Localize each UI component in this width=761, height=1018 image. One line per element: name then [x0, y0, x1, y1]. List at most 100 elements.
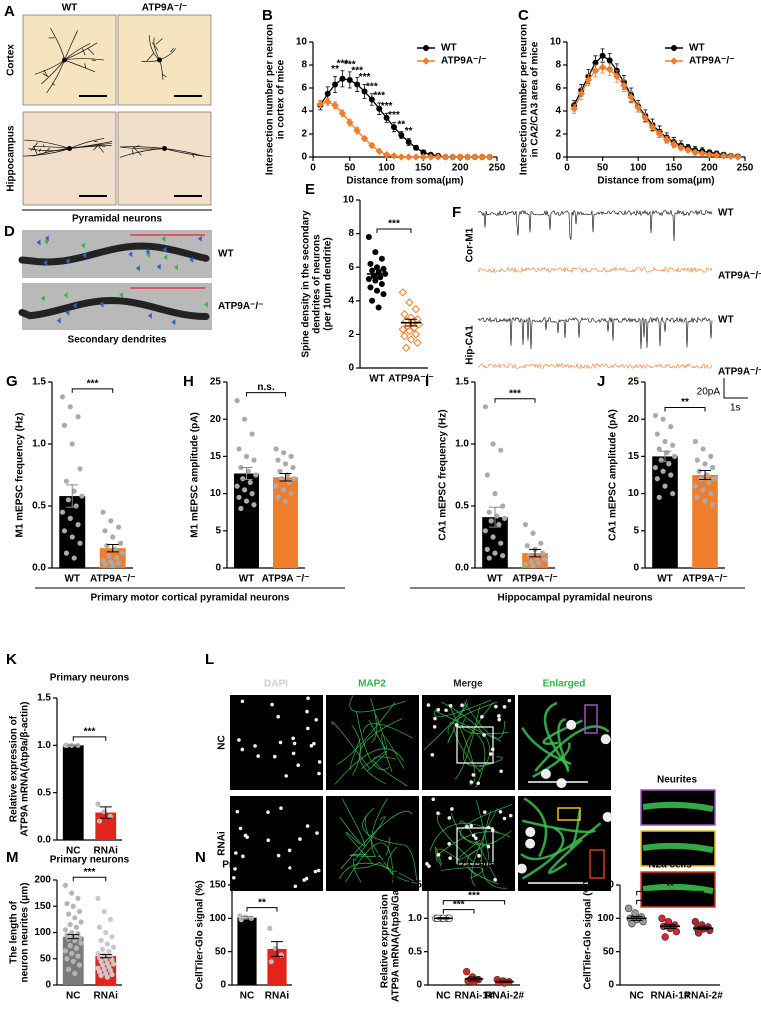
data-point [110, 961, 117, 967]
marker [323, 97, 332, 106]
nucleus [256, 754, 260, 758]
y-tick-label: 1.0 [408, 913, 422, 924]
data-point [656, 494, 662, 500]
nucleus [436, 852, 441, 857]
marker [345, 118, 354, 127]
neurite [403, 844, 418, 881]
nucleus [482, 810, 487, 814]
nucleus [477, 854, 481, 858]
marker [419, 153, 428, 161]
marker [378, 281, 385, 287]
data-point [670, 442, 676, 448]
nucleus [431, 797, 436, 802]
marker [361, 88, 368, 95]
data-point [96, 818, 103, 824]
y-axis-label: Relative expression of [380, 881, 391, 988]
neurite [362, 723, 413, 739]
nucleus [469, 824, 474, 828]
x-tick-label: 150 [415, 163, 432, 174]
data-point [542, 556, 548, 562]
nucleus [497, 714, 501, 718]
marker [378, 255, 385, 262]
data-point [639, 917, 647, 926]
neurite [543, 701, 570, 770]
micrograph [22, 283, 212, 330]
y-axis-label: ATP9A mRNA(Atp9a/β-actin) [20, 702, 31, 837]
data-point [69, 929, 75, 936]
marker [376, 105, 383, 112]
x-tick-label: 0 [564, 163, 570, 174]
data-point [63, 550, 70, 556]
y-axis-label: Intersection number per neuron [265, 24, 276, 175]
nucleus [272, 754, 277, 759]
trace-label: WT [718, 208, 734, 219]
panel-letter: O [375, 849, 387, 866]
data-point [243, 453, 250, 459]
marker [367, 284, 374, 291]
panel-letter: N [195, 849, 206, 866]
annotation: *** [366, 81, 378, 92]
spine-arrow [43, 259, 48, 266]
marker [726, 152, 735, 161]
data-point [117, 540, 124, 546]
spine-arrow [36, 239, 41, 246]
spine-arrow [128, 251, 133, 258]
nucleus [444, 708, 448, 713]
data-point [103, 929, 109, 936]
panel-letter: D [4, 223, 15, 240]
marker [372, 277, 379, 284]
data-point [109, 934, 115, 940]
neurite [642, 842, 714, 853]
data-point [115, 560, 122, 566]
error-bar [66, 484, 79, 508]
neurite [642, 883, 714, 894]
y-tick-label: 1.0 [32, 439, 46, 450]
nucleus [306, 696, 310, 701]
spine-arrow [174, 264, 179, 271]
bar [62, 745, 84, 840]
marker [413, 144, 420, 151]
marker [375, 147, 384, 156]
annotation: *** [351, 65, 363, 76]
data-point [110, 944, 117, 950]
legend-label: ATP9A⁻/⁻ [689, 56, 734, 67]
x-tick-label: WT [487, 574, 503, 585]
marker [456, 153, 465, 161]
x-tick-label: 100 [378, 163, 395, 174]
data-point [59, 509, 66, 515]
data-point [282, 461, 289, 467]
marker [612, 72, 621, 81]
neurite [351, 724, 361, 776]
data-point [666, 461, 672, 467]
nucleus [448, 856, 452, 860]
marker [401, 343, 411, 353]
y-tick-label: 50 [603, 946, 615, 957]
significance-bracket [442, 909, 475, 914]
neurite [345, 842, 394, 884]
neurite [360, 751, 388, 772]
chart-title: N2a cells [452, 860, 496, 871]
neurite [548, 838, 583, 874]
y-axis-label: CellTiler-Glo signal (%) [583, 880, 594, 989]
chart-title: Primary neurons [50, 673, 130, 684]
caption: Secondary dendrites [68, 335, 167, 346]
x-tick-label: RNAi-2# [485, 991, 524, 1002]
soma [157, 57, 162, 63]
dendrite [64, 59, 96, 73]
nucleus [471, 773, 476, 777]
error-bar [371, 269, 383, 279]
data-point [267, 925, 273, 931]
data-point [70, 903, 76, 909]
dendrite [64, 43, 91, 61]
dendrite [18, 242, 210, 266]
panel-letter: K [6, 651, 17, 668]
data-point [498, 540, 504, 546]
annotation: ** [397, 119, 405, 130]
data-point [75, 522, 81, 528]
panel-letter: F [452, 204, 461, 221]
x-tick-label: NC [66, 846, 80, 857]
marker [411, 330, 421, 339]
neurite [521, 819, 596, 834]
marker [485, 153, 494, 161]
